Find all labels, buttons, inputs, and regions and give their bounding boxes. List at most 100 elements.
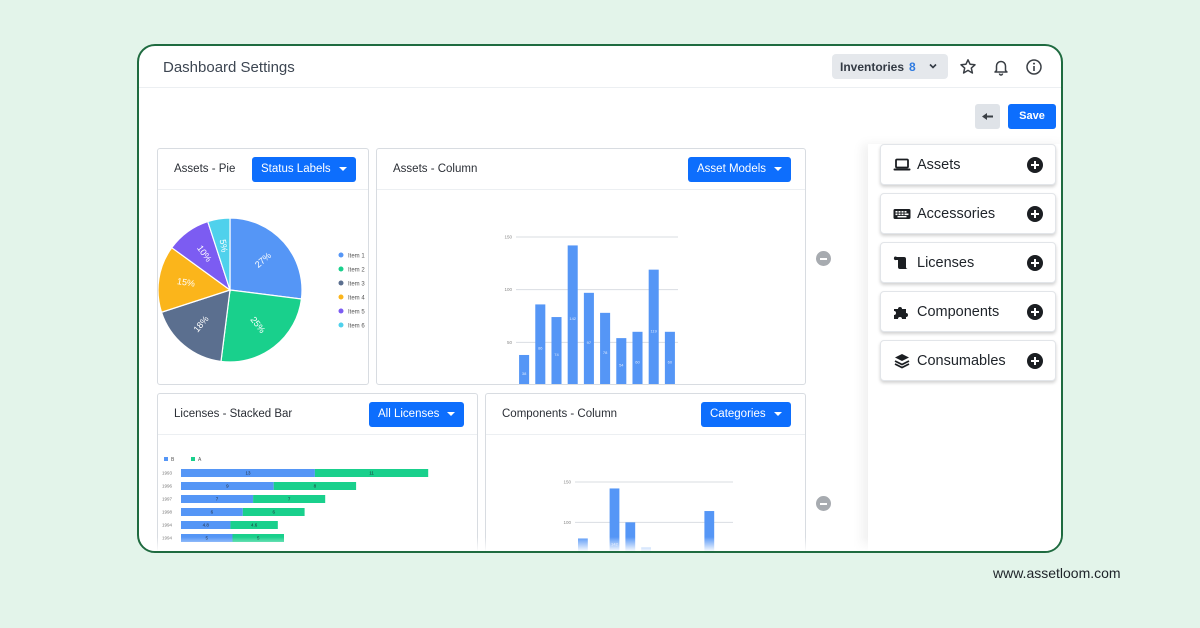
pie-slice	[158, 246, 232, 314]
y-tick-label: 50	[507, 340, 513, 345]
bar-value-label: 97	[587, 340, 592, 345]
legend-label: Item 1	[348, 254, 365, 260]
panel-title: Assets - Pie	[174, 163, 236, 175]
sidebar-item-label: Consumables	[917, 353, 1006, 369]
bar-segment	[230, 521, 278, 529]
bar-value-label: 11	[369, 471, 374, 476]
sidebar-item-accessories[interactable]: Accessories	[880, 193, 1056, 234]
y-tick-label: 1993	[162, 471, 173, 476]
pie-slice	[160, 289, 231, 363]
legend-marker	[164, 457, 168, 461]
column-chart: 5010015038Item 186Item 274Item 3142Item …	[504, 235, 678, 384]
panel-header: Components - Column Categories	[486, 394, 805, 435]
bar	[600, 312, 611, 384]
layers-icon	[894, 354, 910, 369]
legend-label: Item 3	[348, 282, 365, 288]
bar-value-label: 4.6	[251, 523, 258, 528]
bar	[625, 522, 636, 551]
add-icon[interactable]	[1027, 157, 1043, 173]
bar	[632, 331, 643, 384]
bar-value-label: 8	[314, 484, 317, 489]
legend-marker	[338, 266, 344, 272]
star-icon[interactable]	[959, 58, 977, 76]
bar	[583, 292, 594, 384]
legend-label: B	[171, 457, 175, 463]
chevron-down-icon	[929, 63, 937, 69]
y-tick-label: 1997	[162, 497, 173, 502]
add-icon[interactable]	[1027, 206, 1043, 222]
caret-down-icon	[338, 166, 347, 171]
sidebar-item-assets[interactable]: Assets	[880, 144, 1056, 185]
save-button[interactable]: Save	[1008, 104, 1056, 129]
pie-slice	[229, 217, 303, 300]
bar	[519, 354, 530, 384]
back-button[interactable]	[975, 104, 1000, 129]
caret-down-icon	[773, 411, 782, 416]
widget-sidebar: Assets Accessories Licenses Components C…	[868, 144, 1061, 551]
keyboard-icon	[893, 209, 911, 219]
laptop-icon	[893, 158, 911, 171]
bar-value-label: 13	[245, 471, 251, 476]
legend-label: Item 5	[348, 310, 365, 316]
remove-row-button[interactable]	[816, 251, 831, 266]
caret-down-icon	[447, 411, 456, 416]
bar-segment	[181, 495, 254, 503]
column-chart: 5010015080581421006934404611440	[563, 480, 733, 551]
bar-segment	[242, 508, 305, 516]
all-licenses-dropdown[interactable]: All Licenses	[369, 402, 465, 427]
dropdown-label: Categories	[710, 408, 766, 420]
y-tick-label: 150	[504, 235, 512, 240]
bar-value-label: 78	[603, 350, 608, 355]
bar-value-label: 4.8	[203, 523, 210, 528]
panel-header: Licenses - Stacked Bar All Licenses	[158, 394, 477, 435]
status-labels-dropdown[interactable]: Status Labels	[252, 157, 356, 182]
bar-value-label: 74	[554, 352, 559, 357]
panel-title: Licenses - Stacked Bar	[174, 408, 293, 420]
sidebar-item-label: Assets	[917, 157, 961, 173]
app-window: Dashboard Settings Inventories 8 Save Ass…	[137, 44, 1063, 553]
website-url: www.assetloom.com	[993, 565, 1121, 581]
sidebar-item-components[interactable]: Components	[880, 291, 1056, 332]
info-icon[interactable]	[1025, 58, 1043, 76]
bar-segment	[181, 508, 243, 516]
asset-models-dropdown[interactable]: Asset Models	[688, 157, 792, 182]
remove-row-button[interactable]	[816, 496, 831, 511]
y-tick-label: 1996	[162, 484, 173, 489]
bar	[648, 269, 659, 384]
add-icon[interactable]	[1027, 353, 1043, 369]
inventories-dropdown[interactable]: Inventories 8	[832, 54, 948, 79]
sidebar-item-licenses[interactable]: Licenses	[880, 242, 1056, 283]
stacked-bar-chart: BA1993131119969819977719986619944.84.619…	[162, 457, 429, 542]
bar-value-label: 60	[668, 359, 673, 364]
add-icon[interactable]	[1027, 304, 1043, 320]
legend-marker	[338, 322, 344, 328]
legend-marker	[338, 294, 344, 300]
y-tick-label: 100	[504, 287, 512, 292]
legend-marker	[338, 280, 344, 286]
dropdown-label: Status Labels	[261, 163, 331, 175]
bar	[567, 245, 578, 384]
bar	[616, 338, 627, 384]
pie-slice	[206, 217, 231, 291]
legend-label: Item 6	[348, 324, 365, 330]
bar-value-label: 86	[538, 346, 543, 351]
bar-segment	[181, 521, 231, 529]
bar-segment	[273, 482, 357, 490]
y-tick-label: 1994	[162, 523, 173, 528]
panel-assets-column: Assets - Column Asset Models 5010015038I…	[376, 148, 806, 385]
bar-segment	[181, 469, 315, 477]
legend-label: Item 4	[348, 296, 365, 302]
bar-value-label: 142	[569, 316, 576, 321]
bar	[664, 331, 675, 384]
panel-header: Assets - Column Asset Models	[377, 149, 805, 190]
categories-dropdown[interactable]: Categories	[701, 402, 791, 427]
bottom-fade	[139, 537, 1061, 551]
puzzle-icon	[894, 307, 908, 319]
sidebar-item-consumables[interactable]: Consumables	[880, 340, 1056, 381]
bar-value-label: 38	[522, 371, 527, 376]
bell-icon[interactable]	[992, 58, 1010, 76]
arrow-left-icon	[982, 113, 993, 120]
bar-value-label: 54	[619, 363, 624, 368]
add-icon[interactable]	[1027, 255, 1043, 271]
